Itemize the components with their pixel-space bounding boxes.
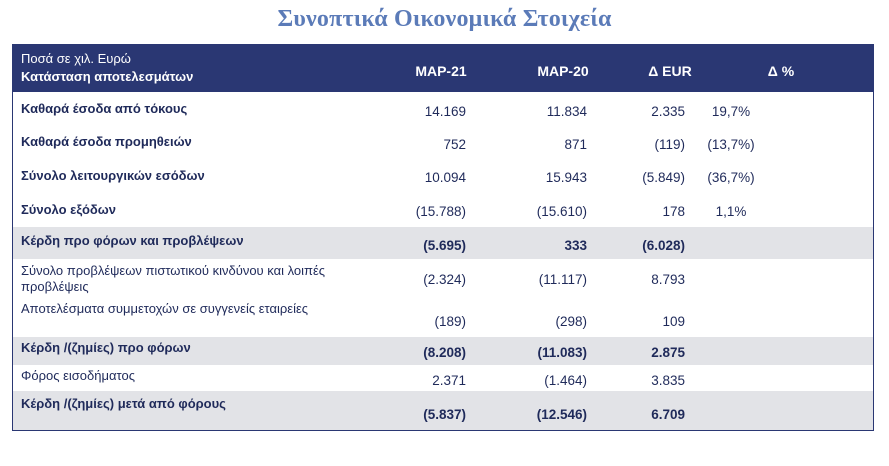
cell-mar20: 15.943: [545, 170, 587, 185]
row-label: Κέρδη /(ζημίες) προ φόρων: [21, 340, 191, 355]
row-label: Σύνολο λειτουργικών εσόδων: [21, 168, 205, 183]
cell-delta-eur: 178: [662, 204, 685, 219]
row-label: Σύνολο εξόδων: [21, 202, 116, 217]
cell-delta-pct: 1,1%: [715, 204, 747, 219]
row-label: Φόρος εισοδήματος: [21, 368, 135, 383]
table-row: Αποτελέσματα συμμετοχών σε συγγενείς ετα…: [13, 299, 873, 337]
table-row: Καθαρά έσοδα από τόκους 14.169 11.834 2.…: [13, 93, 873, 126]
header-section: Κατάσταση αποτελεσμάτων: [21, 69, 194, 84]
row-label: Καθαρά έσοδα προμηθειών: [21, 134, 192, 149]
cell-delta-eur: 2.335: [651, 104, 685, 119]
cell-mar20: (1.464): [544, 373, 587, 388]
row-label: Καθαρά έσοδα από τόκους: [21, 101, 188, 116]
cell-mar21: (189): [434, 314, 466, 329]
table-row: Καθαρά έσοδα προμηθειών 752 871 (119) (1…: [13, 126, 873, 160]
table-row-subtotal: Κέρδη προ φόρων και προβλέψεων (5.695) 3…: [13, 227, 873, 259]
cell-mar20: 333: [564, 238, 587, 253]
col-header-mar21: ΜΑΡ-21: [415, 63, 467, 79]
cell-delta-eur: 3.835: [651, 373, 685, 388]
cell-mar20: (15.610): [536, 204, 587, 219]
table-row: Σύνολο λειτουργικών εσόδων 10.094 15.943…: [13, 160, 873, 194]
table-row: Σύνολο εξόδων (15.788) (15.610) 178 1,1%: [13, 194, 873, 227]
cell-delta-eur: 6.709: [651, 407, 685, 422]
cell-mar21: (5.695): [423, 238, 466, 253]
cell-mar20: (11.083): [537, 345, 587, 360]
cell-delta-pct: 19,7%: [711, 104, 751, 119]
cell-mar21: 14.169: [424, 104, 466, 119]
table-row: Φόρος εισοδήματος 2.371 (1.464) 3.835: [13, 365, 873, 389]
cell-mar21: 10.094: [424, 170, 466, 185]
cell-mar21: (5.837): [423, 407, 466, 422]
table-row: Σύνολο προβλέψεων πιστωτικού κινδύνου κα…: [13, 259, 873, 299]
cell-mar20: (298): [555, 314, 587, 329]
cell-delta-eur: (119): [654, 137, 685, 152]
cell-delta-eur: (5.849): [642, 170, 685, 185]
header-units: Ποσά σε χιλ. Ευρώ: [21, 51, 131, 66]
table-row-subtotal: Κέρδη /(ζημίες) προ φόρων (8.208) (11.08…: [13, 337, 873, 365]
cell-delta-pct: (13,7%): [707, 137, 755, 152]
cell-mar20: 871: [564, 137, 587, 152]
cell-delta-eur: 8.793: [651, 272, 685, 287]
cell-mar20: (12.546): [536, 407, 587, 422]
cell-mar20: (11.117): [538, 272, 587, 287]
cell-mar21: (2.324): [423, 272, 466, 287]
page-title: Συνοπτικά Οικονομικά Στοιχεία: [277, 6, 612, 32]
table-row-total: Κέρδη /(ζημίες) μετά από φόρους (5.837) …: [13, 391, 873, 430]
col-header-delta-pct: Δ %: [767, 63, 795, 79]
cell-delta-eur: 2.875: [651, 345, 685, 360]
cell-mar21: 2.371: [432, 373, 466, 388]
cell-delta-eur: (6.028): [642, 238, 685, 253]
row-label: Σύνολο προβλέψεων πιστωτικού κινδύνου κα…: [21, 263, 326, 294]
row-label: Κέρδη /(ζημίες) μετά από φόρους: [21, 396, 226, 411]
cell-mar21: 752: [443, 137, 466, 152]
col-header-delta-eur: Δ EUR: [648, 63, 692, 79]
cell-delta-pct: (36,7%): [707, 170, 755, 185]
cell-mar21: (8.208): [423, 345, 466, 360]
cell-mar20: 11.834: [546, 104, 587, 119]
cell-delta-eur: 109: [662, 314, 685, 329]
row-label: Αποτελέσματα συμμετοχών σε συγγενείς ετα…: [21, 301, 309, 316]
col-header-mar20: ΜΑΡ-20: [537, 63, 589, 79]
financial-table: Ποσά σε χιλ. Ευρώ Κατάσταση αποτελεσμάτω…: [12, 44, 874, 431]
cell-mar21: (15.788): [415, 204, 466, 219]
table-header: Ποσά σε χιλ. Ευρώ Κατάσταση αποτελεσμάτω…: [13, 45, 873, 92]
row-label: Κέρδη προ φόρων και προβλέψεων: [21, 233, 244, 248]
